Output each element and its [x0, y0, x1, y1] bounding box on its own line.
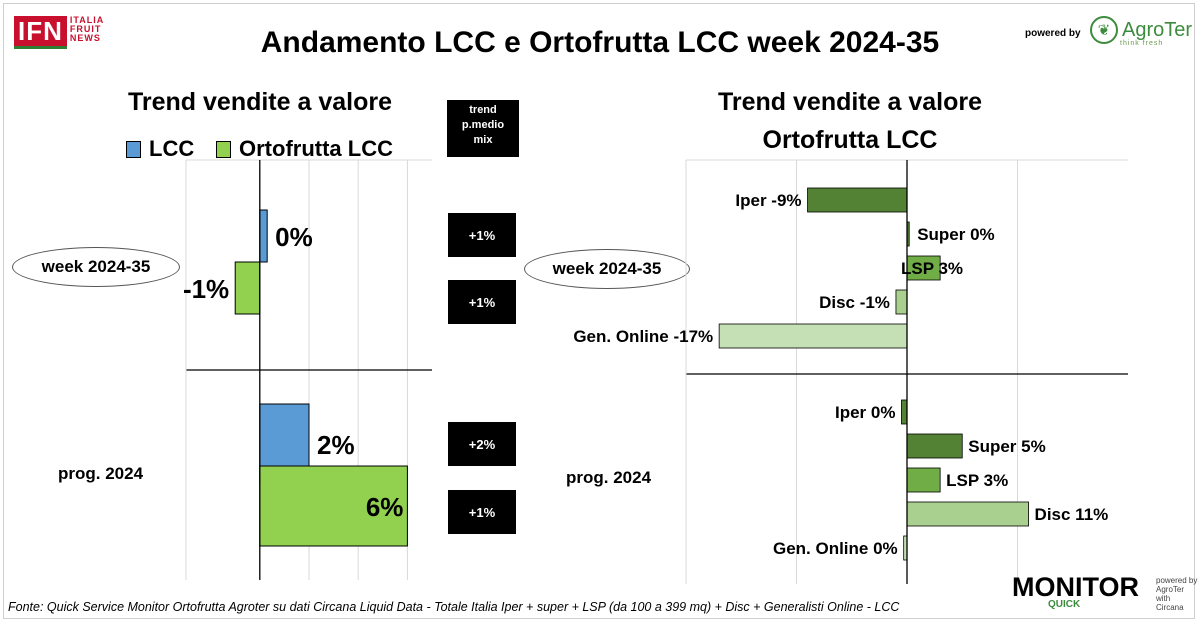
right-bar-lsp-1	[906, 467, 941, 493]
right-bar-lsp-0	[906, 255, 941, 281]
right-data-label: Gen. Online 0%	[773, 539, 898, 558]
right-subtitle-line1: Trend vendite a valore	[718, 88, 982, 116]
right-bar-gen-online-0	[718, 323, 908, 349]
monitor-logo: MONITOR	[1012, 572, 1139, 602]
legend-label-lcc: LCC	[149, 136, 195, 161]
right-bar-super-1	[906, 433, 963, 459]
left-data-label: 6%	[366, 492, 404, 522]
legend-label-ortofrutta: Ortofrutta LCC	[239, 136, 393, 161]
monitor-side-agroter: AgroTer	[1156, 585, 1185, 594]
left-data-label: 0%	[275, 222, 313, 252]
right-data-label: LSP 3%	[946, 471, 1008, 490]
right-data-label: Disc 11%	[1035, 505, 1109, 524]
right-data-label: Iper -9%	[735, 191, 801, 210]
right-subtitle-line2: Ortofrutta LCC	[762, 126, 938, 154]
agroter-name: AgroTer	[1122, 18, 1193, 41]
right-group-prog: prog. 2024	[566, 468, 652, 487]
right-data-label: LSP 3%	[901, 259, 963, 278]
trend-box-1: +1%	[448, 213, 516, 257]
trend-box-2: +1%	[448, 280, 516, 324]
trend-header-line1: trend	[469, 104, 497, 116]
ifn-logo-words: ITALIA FRUIT NEWS	[70, 16, 104, 43]
trend-header-line3: mix	[473, 134, 493, 146]
trend-header-line2: p.medio	[461, 119, 505, 131]
left-bar-ortofrutta-lcc-1	[259, 465, 408, 547]
right-data-label: Iper 0%	[835, 403, 895, 422]
right-data-label: Super 0%	[917, 225, 994, 244]
left-bar-ortofrutta-lcc-0	[234, 261, 261, 315]
left-group-week: week 2024-35	[12, 247, 180, 287]
agroter-tagline: think fresh	[1120, 40, 1164, 47]
source-footnote: Fonte: Quick Service Monitor Ortofrutta …	[8, 600, 900, 614]
leaf-icon: ❦	[1090, 16, 1118, 44]
ifn-logo-mark: IFN	[14, 16, 67, 49]
powered-by-label: powered by	[1025, 28, 1081, 39]
left-data-label: 2%	[317, 430, 355, 460]
trend-header: trend p.medio mix	[447, 100, 519, 157]
ifn-word-fruit: FRUIT	[69, 24, 102, 34]
right-data-label: Super 5%	[968, 437, 1045, 456]
monitor-side-with: with	[1156, 594, 1171, 603]
legend-lcc: LCC	[126, 136, 194, 162]
ifn-logo: IFN ITALIA FRUIT NEWS	[14, 16, 104, 49]
monitor-quick: QUICK	[1048, 599, 1081, 610]
legend-ortofrutta: Ortofrutta LCC	[216, 136, 393, 162]
right-group-week: week 2024-35	[524, 249, 690, 289]
right-data-label: Gen. Online -17%	[573, 327, 713, 346]
monitor-side-circana: Circana	[1156, 603, 1184, 612]
right-bar-disc-1	[906, 501, 1029, 527]
left-bar-lcc-0	[259, 209, 268, 263]
right-bar-iper-0	[807, 187, 908, 213]
monitor-side-powered: powered by	[1156, 576, 1198, 585]
page-frame	[3, 3, 1195, 619]
left-data-label: -1%	[183, 274, 229, 304]
page-title: Andamento LCC e Ortofrutta LCC week 2024…	[260, 26, 940, 59]
trend-box-4: +1%	[448, 490, 516, 534]
left-subtitle: Trend vendite a valore	[128, 88, 392, 116]
ifn-word-italia: ITALIA	[69, 15, 105, 25]
right-bar-iper-1	[901, 399, 908, 425]
ifn-word-news: NEWS	[69, 33, 101, 43]
left-group-prog: prog. 2024	[58, 464, 144, 483]
monitor-side: powered by AgroTer with Circana	[1156, 576, 1197, 612]
right-bar-disc-0	[895, 289, 908, 315]
right-data-label: Disc -1%	[819, 293, 890, 312]
agroter-logo: ❦ AgroTer think fresh	[1090, 16, 1192, 47]
legend-swatch-lcc	[126, 140, 141, 158]
trend-box-3: +2%	[448, 422, 516, 466]
legend-swatch-ortofrutta	[216, 140, 231, 158]
